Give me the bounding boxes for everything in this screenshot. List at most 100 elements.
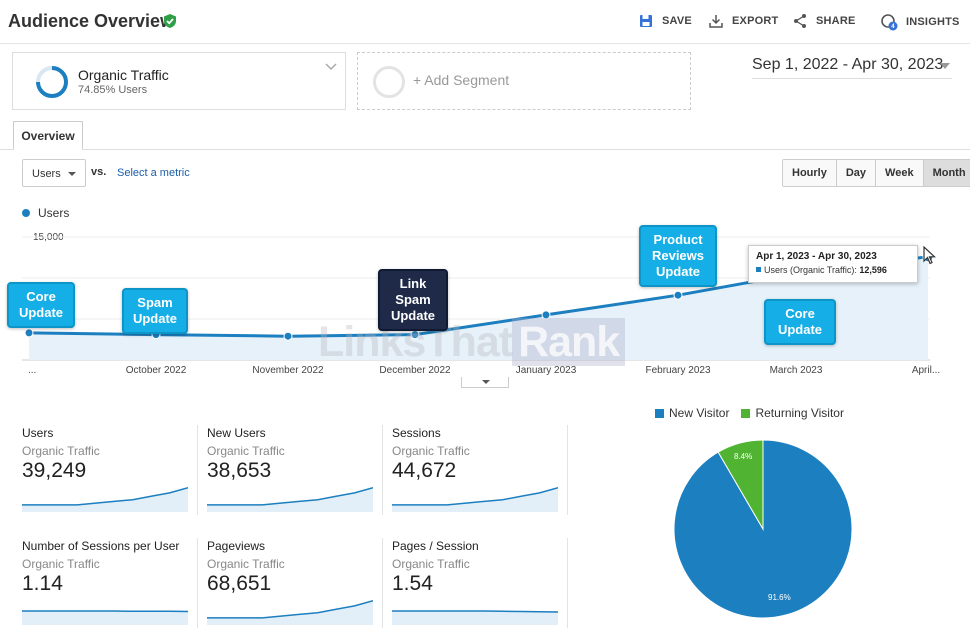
- insights-label: INSIGHTS: [906, 16, 960, 28]
- metric-card-pages-session[interactable]: Pages / Session Organic Traffic 1.54: [392, 539, 567, 631]
- metric-card-users[interactable]: Users Organic Traffic 39,249: [22, 426, 197, 518]
- export-label: EXPORT: [732, 15, 779, 27]
- metric-title: New Users: [207, 426, 266, 440]
- export-button[interactable]: EXPORT: [708, 13, 778, 29]
- legend-label-users: Users: [38, 206, 70, 220]
- sparkline-line: [22, 610, 188, 613]
- metric-segment: Organic Traffic: [22, 444, 100, 458]
- save-label: SAVE: [662, 15, 692, 27]
- week-button[interactable]: Week: [876, 160, 924, 186]
- time-granularity-buttons: Hourly Day Week Month: [782, 159, 970, 187]
- pie-label-new-visitor: 91.6%: [768, 593, 791, 602]
- month-button[interactable]: Month: [923, 160, 970, 186]
- add-segment-button[interactable]: + Add Segment: [357, 52, 691, 110]
- x-tick-label: November 2022: [252, 365, 324, 376]
- x-tick-label: March 2023: [769, 365, 823, 376]
- segment-percent: 74.85% Users: [78, 84, 148, 96]
- share-button[interactable]: SHARE: [792, 13, 856, 29]
- insights-button[interactable]: 4 INSIGHTS: [880, 13, 960, 31]
- data-point-feb-2023[interactable]: [673, 290, 683, 300]
- metric-value: 39,249: [22, 459, 87, 482]
- metric-divider: [197, 425, 198, 515]
- sparkline-line: [207, 486, 373, 506]
- metric-card-pageviews[interactable]: Pageviews Organic Traffic 68,651: [207, 539, 382, 631]
- metric-title: Pages / Session: [392, 539, 479, 553]
- metric-segment: Organic Traffic: [392, 444, 470, 458]
- day-button[interactable]: Day: [836, 160, 877, 186]
- chart-legend: Users: [22, 206, 69, 220]
- chevron-down-icon: [482, 380, 490, 384]
- metric-divider: [567, 538, 568, 628]
- tooltip-label: Users (Organic Traffic):: [764, 265, 857, 275]
- metric-card-number-of-sessions-per-user[interactable]: Number of Sessions per User Organic Traff…: [22, 539, 197, 631]
- annotation-core-update-2: Core Update: [764, 299, 836, 345]
- metric-divider: [382, 425, 383, 515]
- report-header: Audience Overview SAVE EXPORT SHARE 4 IN…: [0, 0, 970, 44]
- pie-slice-returning-visitor[interactable]: [717, 439, 764, 531]
- metric-title: Sessions: [392, 426, 441, 440]
- segment-organic-traffic[interactable]: Organic Traffic 74.85% Users: [12, 52, 346, 110]
- save-button[interactable]: SAVE: [638, 13, 692, 29]
- tooltip-date: Apr 1, 2023 - Apr 30, 2023: [756, 251, 877, 262]
- vs-label: vs.: [91, 166, 107, 178]
- pie-legend: New Visitor Returning Visitor: [655, 406, 844, 420]
- x-tick-label: January 2023: [515, 365, 577, 376]
- metric-segment: Organic Traffic: [392, 557, 470, 571]
- visitor-pie-chart: [673, 439, 853, 619]
- verified-shield-icon: [164, 14, 176, 28]
- metric-sparkline: [207, 599, 373, 625]
- metric-sparkline: [22, 486, 188, 512]
- select-metric-link[interactable]: Select a metric: [117, 167, 190, 179]
- watermark: LinksThat Rank: [318, 318, 626, 367]
- chevron-down-icon[interactable]: [325, 63, 337, 71]
- metric-segment: Organic Traffic: [207, 444, 285, 458]
- metric-divider: [197, 538, 198, 628]
- data-point-nov-2022[interactable]: [283, 331, 293, 341]
- date-range-picker[interactable]: Sep 1, 2022 - Apr 30, 2023: [752, 55, 952, 79]
- add-segment-label: + Add Segment: [413, 72, 510, 88]
- tab-divider: [0, 149, 970, 150]
- sparkline-area: [207, 487, 373, 512]
- metric-sparkline: [392, 610, 558, 625]
- segment-name: Organic Traffic: [78, 67, 169, 83]
- tab-overview[interactable]: Overview: [13, 121, 83, 150]
- metric-value: 68,651: [207, 572, 272, 595]
- metric-card-new-users[interactable]: New Users Organic Traffic 38,653: [207, 426, 382, 518]
- annotation-link-spam-update: Link Spam Update: [378, 269, 448, 331]
- sparkline-line: [22, 486, 188, 506]
- legend-swatch: [655, 408, 664, 418]
- x-tick-label: October 2022: [125, 365, 187, 376]
- sparkline-line: [392, 486, 558, 506]
- chart-expand-toggle[interactable]: [461, 377, 509, 388]
- sparkline-area: [392, 611, 558, 625]
- users-area: [29, 256, 928, 360]
- annotation-product-reviews-update: Product Reviews Update: [639, 225, 717, 287]
- metric-value: 38,653: [207, 459, 272, 482]
- data-point-jan-2023[interactable]: [541, 310, 551, 320]
- metric-dropdown[interactable]: Users: [22, 159, 86, 187]
- sparkline-area: [392, 487, 558, 512]
- metric-title: Pageviews: [207, 539, 266, 553]
- legend-swatch: [741, 408, 751, 418]
- data-point-sep-2022[interactable]: [24, 328, 34, 338]
- pie-label-returning-visitor: 8.4%: [734, 452, 753, 461]
- date-range-text: Sep 1, 2022 - Apr 30, 2023: [752, 56, 944, 73]
- share-label: SHARE: [816, 15, 856, 27]
- pie-legend-new-visitor: New Visitor: [655, 406, 729, 420]
- hourly-button[interactable]: Hourly: [783, 160, 837, 186]
- metric-segment: Organic Traffic: [22, 557, 100, 571]
- x-tick-label: December 2022: [379, 365, 451, 376]
- metric-title: Users: [22, 426, 54, 440]
- metric-card-sessions[interactable]: Sessions Organic Traffic 44,672: [392, 426, 567, 518]
- x-tick-label: ...: [28, 365, 37, 376]
- tooltip-series-swatch: [756, 267, 761, 272]
- metric-sparkline: [392, 486, 558, 512]
- metric-divider: [382, 538, 383, 628]
- metric-dropdown-value: Users: [32, 168, 61, 180]
- pie-legend-label: New Visitor: [669, 406, 730, 420]
- export-icon: [709, 15, 723, 28]
- sparkline-area: [22, 487, 188, 512]
- watermark-part-2: Rank: [512, 318, 626, 366]
- tooltip-value: 12,596: [859, 265, 887, 275]
- caret-down-icon: [940, 63, 950, 69]
